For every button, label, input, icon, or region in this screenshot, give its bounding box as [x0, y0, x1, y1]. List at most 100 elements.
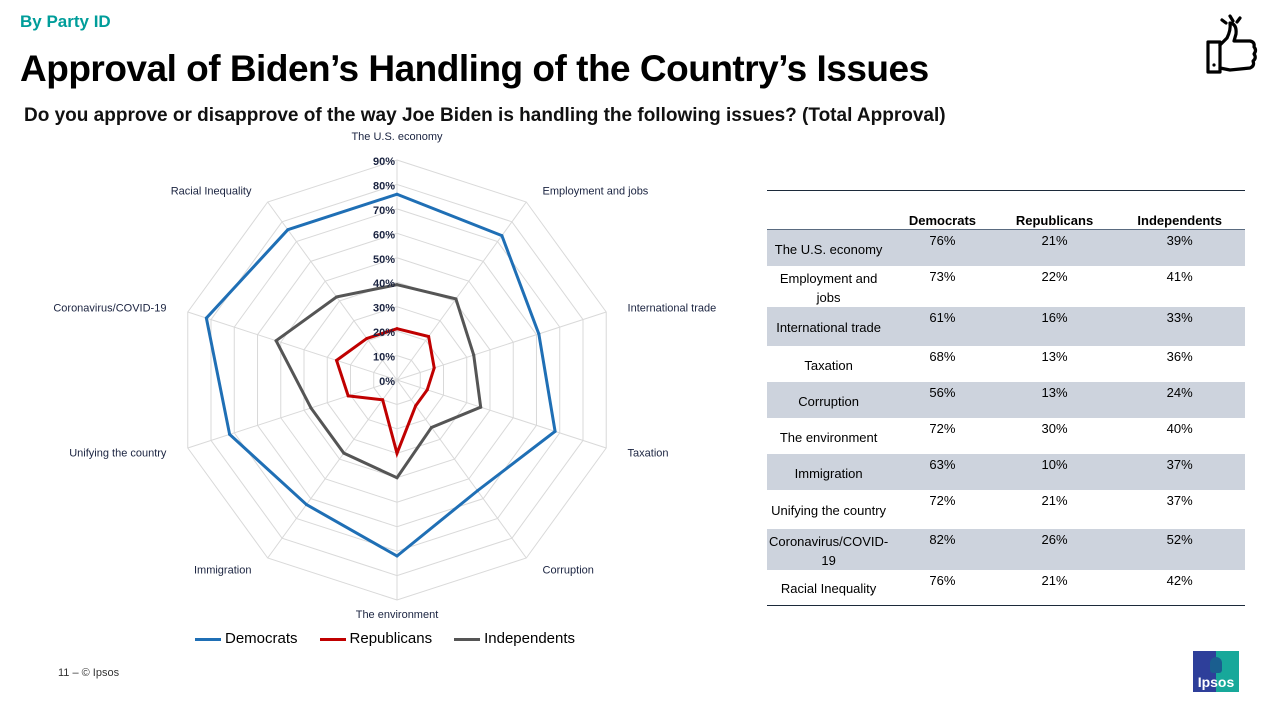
cell-value: 76%	[890, 229, 995, 266]
tick-label: 40%	[373, 278, 395, 290]
spoke-line	[396, 379, 527, 559]
axis-label: International trade	[628, 303, 717, 315]
legend-label: Independents	[484, 630, 576, 647]
legend-item: Independents	[454, 630, 575, 648]
column-header	[767, 190, 891, 230]
cell-value: 72%	[929, 420, 956, 436]
row-label: The environment	[779, 429, 878, 445]
thumbs-up-icon	[1206, 14, 1258, 74]
cell-value: 76%	[929, 572, 956, 588]
row-label: Employment and jobs	[779, 270, 878, 305]
cell-value: 82%	[890, 528, 995, 570]
cell-value: 16%	[994, 306, 1115, 346]
tick-label: 0%	[379, 376, 395, 388]
table-row: International trade 61% 16% 33%	[767, 306, 1245, 346]
data-point	[228, 432, 232, 436]
cell-value: 36%	[1166, 348, 1193, 364]
table-row: Unifying the country 72% 21% 37%	[767, 490, 1245, 529]
table-row: Racial Inequality 76% 21% 42%	[767, 570, 1245, 606]
data-point	[395, 476, 399, 480]
data-point	[537, 332, 541, 336]
data-point	[395, 283, 399, 287]
data-point	[475, 489, 479, 493]
spoke-line	[396, 311, 607, 381]
axis-label: The U.S. economy	[351, 131, 443, 143]
data-point	[432, 366, 436, 370]
table-row: Coronavirus/COVID-19 82% 26% 52%	[767, 528, 1245, 570]
data-point	[381, 398, 385, 402]
data-point	[304, 503, 308, 507]
tick-label: 50%	[373, 254, 395, 266]
cell-value: 37%	[1166, 492, 1193, 508]
row-label: Racial Inequality	[780, 581, 877, 597]
data-point	[500, 234, 504, 238]
ipsos-logo: Ipsos	[1193, 651, 1239, 692]
cell-value: 73%	[929, 268, 956, 284]
data-point	[204, 316, 208, 320]
axis-label: Taxation	[628, 447, 669, 459]
kicker: By Party ID	[20, 12, 111, 31]
cell-value: 26%	[994, 528, 1115, 570]
axis-label: Coronavirus/COVID-19	[53, 303, 166, 315]
data-point	[454, 297, 458, 301]
cell-value: 13%	[1041, 348, 1068, 364]
spoke-line	[267, 379, 398, 559]
page-title: Approval of Biden’s Handling of the Coun…	[20, 48, 929, 89]
data-point	[309, 406, 313, 410]
cell-value: 22%	[1041, 268, 1068, 284]
data-point	[395, 327, 399, 331]
approval-table: Democrats Republicans Independents The U…	[767, 190, 1245, 606]
tick-label: 90%	[373, 156, 395, 168]
cell-value: 61%	[890, 306, 995, 346]
data-point	[427, 334, 431, 338]
series-line-republicans	[334, 327, 436, 459]
data-point	[425, 388, 429, 392]
cell-value: 21%	[994, 229, 1115, 266]
legend-swatch	[195, 637, 221, 641]
spoke-line	[187, 311, 398, 381]
cell-value: 24%	[1114, 381, 1245, 418]
axis-label: Employment and jobs	[543, 186, 649, 198]
cell-value: 10%	[994, 453, 1115, 490]
legend-label: Republicans	[349, 630, 433, 647]
data-point	[342, 451, 346, 455]
data-point	[286, 228, 290, 232]
tick-label: 80%	[373, 180, 395, 192]
column-header: Democrats	[890, 190, 995, 230]
legend: Democrats Republicans Independents	[195, 630, 575, 648]
data-point	[472, 353, 476, 357]
data-point	[365, 336, 369, 340]
row-label: Taxation	[804, 357, 853, 373]
cell-value: 39%	[1114, 229, 1245, 266]
data-point	[479, 405, 483, 409]
cell-value: 42%	[1166, 572, 1193, 588]
row-label: Immigration	[767, 453, 891, 490]
spoke-line	[187, 379, 398, 449]
subtitle: Do you approve or disapprove of the way …	[24, 105, 946, 126]
data-point	[395, 451, 399, 455]
cell-value: 41%	[1166, 268, 1193, 284]
tick-label: 30%	[373, 303, 395, 315]
table-row: Corruption 56% 13% 24%	[767, 381, 1245, 418]
radar-chart: 0% 10% 20% 30% 40% 50% 60% 70% 80% 90% The U.S. ec…	[53, 131, 717, 621]
cell-value: 30%	[1041, 420, 1068, 436]
data-point	[335, 295, 339, 299]
table-row: Immigration 63% 10% 37%	[767, 453, 1245, 490]
legend-label: Democrats	[225, 630, 298, 647]
cell-value: 52%	[1114, 528, 1245, 570]
axis-label: The environment	[356, 609, 439, 621]
data-point	[395, 192, 399, 196]
cell-value: 21%	[1041, 492, 1068, 508]
row-label: International trade	[767, 306, 891, 346]
column-header: Republicans	[994, 190, 1115, 230]
footer: 11 – © Ipsos	[58, 667, 120, 679]
data-point	[553, 429, 557, 433]
column-header: Independents	[1114, 190, 1245, 230]
axis-label: Corruption	[543, 564, 594, 576]
data-point	[335, 358, 339, 362]
row-label: Coronavirus/COVID-19	[767, 528, 891, 570]
axis-label: Unifying the country	[69, 447, 167, 459]
cell-value: 72%	[929, 492, 956, 508]
axis-label: Immigration	[194, 564, 251, 576]
cell-value: 40%	[1166, 420, 1193, 436]
